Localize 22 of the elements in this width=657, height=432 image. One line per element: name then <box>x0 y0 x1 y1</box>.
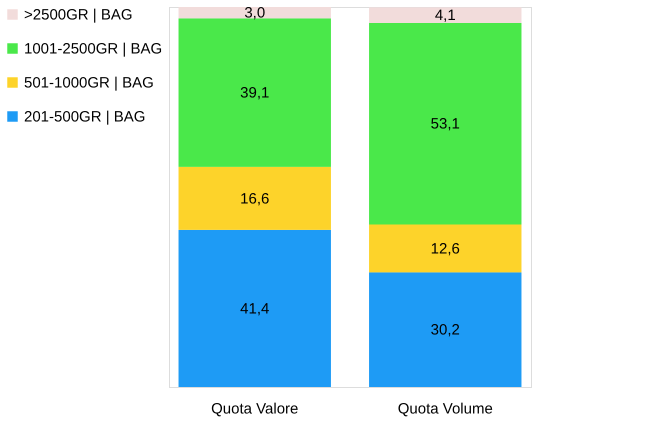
bar <box>369 224 522 272</box>
data-label: 12,6 <box>430 240 460 258</box>
data-label: 53,1 <box>430 116 460 133</box>
bar <box>369 22 522 225</box>
bar <box>178 18 331 167</box>
x-tick-label: Quota Volume <box>398 400 493 418</box>
legend-label: 501-1000GR | BAG <box>24 74 154 92</box>
data-label: 3,0 <box>244 4 266 22</box>
data-label: 16,6 <box>240 190 270 208</box>
data-label: 4,1 <box>434 7 456 24</box>
bar <box>178 230 331 387</box>
legend-label: 201-500GR | BAG <box>24 108 146 126</box>
data-label: 30,2 <box>430 322 460 339</box>
legend-label: 1001-2500GR | BAG <box>24 40 162 58</box>
x-tick-label: Quota Valore <box>211 400 298 418</box>
legend-label: >2500GR | BAG <box>24 6 133 24</box>
bar <box>178 7 331 18</box>
data-label: 41,4 <box>240 300 270 318</box>
bar <box>369 272 522 387</box>
bar <box>369 7 522 23</box>
bar <box>178 166 331 230</box>
data-label: 39,1 <box>240 84 270 102</box>
